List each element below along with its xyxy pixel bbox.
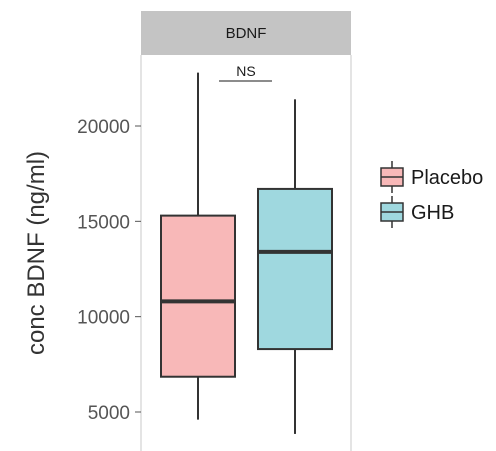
y-tick-label: 5000: [88, 403, 130, 424]
box-placebo: [160, 72, 236, 420]
box-ghb: [257, 99, 333, 434]
y-tick-label: 20000: [77, 117, 130, 138]
y-tick-label: 10000: [77, 308, 130, 329]
iqr-box: [160, 214, 236, 378]
legend-label: Placebo: [411, 167, 483, 189]
iqr-box: [257, 187, 333, 351]
legend-item-placebo: Placebo: [380, 161, 483, 193]
facet-strip: [141, 11, 351, 55]
box-series: [160, 72, 333, 434]
y-axis-title: conc BDNF (ng/ml): [23, 151, 50, 355]
y-axis-ticks: 5000 10000 15000 20000: [77, 117, 141, 424]
significance-label: NS: [236, 63, 255, 79]
y-tick-label: 15000: [77, 212, 130, 233]
facet-label: BDNF: [226, 25, 267, 42]
legend-item-ghb: GHB: [380, 196, 454, 228]
legend-label: GHB: [411, 202, 454, 224]
legend: Placebo GHB: [380, 161, 483, 228]
